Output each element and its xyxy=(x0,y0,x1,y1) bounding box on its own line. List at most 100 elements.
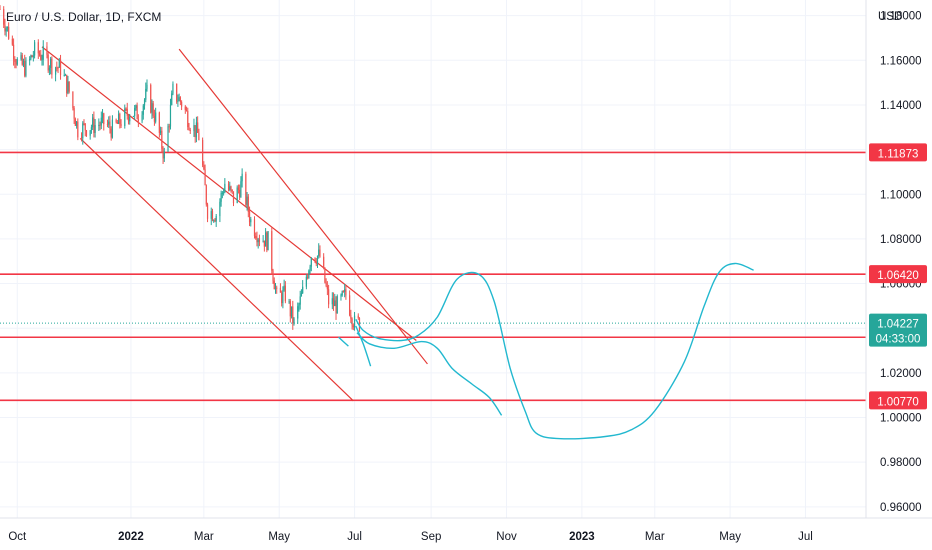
candle-body xyxy=(188,127,190,130)
candle-body xyxy=(279,287,282,293)
candle-body xyxy=(299,296,301,305)
candle-body xyxy=(248,211,251,223)
candlestick-series xyxy=(0,5,361,332)
candle-body xyxy=(307,276,309,278)
candle-body xyxy=(189,129,191,132)
candle-body xyxy=(83,123,85,125)
candle-body xyxy=(37,42,39,54)
projection-curve[interactable] xyxy=(355,262,754,440)
candle-body xyxy=(245,173,247,205)
candle-body xyxy=(288,301,290,303)
candle-body xyxy=(308,270,310,278)
candle-body xyxy=(15,61,17,65)
x-tick-label: Jul xyxy=(347,531,362,543)
candle-body xyxy=(241,173,243,182)
candle-body xyxy=(47,54,49,71)
projection-curve[interactable] xyxy=(356,332,503,416)
candle-body xyxy=(334,300,336,307)
candle-body xyxy=(116,122,118,124)
candle-body xyxy=(101,113,104,118)
candle-body xyxy=(46,46,48,55)
candle-body xyxy=(227,183,230,190)
candle-body xyxy=(336,296,338,314)
candle-body xyxy=(240,181,242,198)
y-tick-label: 0.98000 xyxy=(880,457,922,469)
candle-body xyxy=(142,105,144,115)
candle-body xyxy=(315,261,317,264)
candle-body xyxy=(73,108,75,119)
candle-body xyxy=(213,220,215,222)
candle-body xyxy=(94,125,96,133)
channel-line[interactable] xyxy=(41,46,417,341)
candle-body xyxy=(77,121,79,138)
candle-body xyxy=(219,201,221,217)
projection-curve[interactable] xyxy=(355,325,372,367)
candle-body xyxy=(22,61,25,65)
candle-body xyxy=(358,317,361,331)
candle-body xyxy=(31,55,33,58)
candle-body xyxy=(289,301,291,317)
trend-channel[interactable] xyxy=(41,46,428,402)
horizontal-levels[interactable] xyxy=(0,151,866,402)
y-tick-label: 1.08000 xyxy=(880,234,922,246)
candle-body xyxy=(335,300,337,314)
candle-body xyxy=(325,282,327,286)
chart-title: Euro / U.S. Dollar, 1D, FXCM xyxy=(6,10,161,24)
candle-body xyxy=(93,117,95,133)
candle-body xyxy=(125,108,127,110)
candle-body xyxy=(292,306,294,324)
candle-body xyxy=(84,123,86,131)
candle-body xyxy=(345,289,347,296)
candle-body xyxy=(323,256,325,268)
candle-body xyxy=(115,119,117,123)
candle-body xyxy=(163,151,165,159)
price-badges: 1.118731.064201.035951.007701.0422704:33… xyxy=(869,143,927,410)
candle-body xyxy=(4,24,6,32)
projection-curves[interactable] xyxy=(338,262,754,440)
candle-body xyxy=(236,187,238,204)
candle-body xyxy=(41,59,43,61)
candle-body xyxy=(92,117,94,128)
candle-body xyxy=(319,249,321,257)
candle-body xyxy=(54,67,57,75)
candle-body xyxy=(21,55,23,65)
candle-body xyxy=(146,84,148,89)
candle-body xyxy=(24,61,26,76)
candle-body xyxy=(108,121,110,125)
candle-body xyxy=(8,26,10,39)
candle-body xyxy=(129,116,131,122)
channel-line[interactable] xyxy=(79,137,354,402)
candle-body xyxy=(232,191,235,204)
candle-body xyxy=(100,117,102,126)
x-tick-label: May xyxy=(719,531,741,543)
candle-body xyxy=(332,298,335,307)
candle-body xyxy=(169,104,172,127)
candle-body xyxy=(66,74,68,94)
candle-body xyxy=(276,287,278,289)
candle-body xyxy=(33,42,36,56)
x-tick-label: Oct xyxy=(8,531,27,543)
candle-body xyxy=(214,220,216,222)
channel-line[interactable] xyxy=(178,48,428,365)
candle-body xyxy=(178,97,180,102)
time-axis[interactable]: Oct 2022 Mar May Jul Sep Nov 2023 Mar May Jul xyxy=(8,531,812,543)
candle-body xyxy=(328,289,330,305)
candle-body xyxy=(246,196,248,205)
candle-body xyxy=(300,293,303,297)
candle-body xyxy=(134,108,136,116)
candle-body xyxy=(283,285,285,291)
candle-body xyxy=(198,132,200,141)
level-price-badge: 1.06420 xyxy=(869,265,927,284)
candle-body xyxy=(171,93,173,105)
candle-body xyxy=(197,122,199,133)
candle-body xyxy=(305,276,307,287)
candle-body xyxy=(357,315,359,318)
candle-body xyxy=(239,189,241,198)
candle-body xyxy=(126,108,128,116)
candle-body xyxy=(16,59,18,65)
candle-body xyxy=(143,99,146,106)
candle-body xyxy=(5,28,7,32)
candle-body xyxy=(99,124,101,126)
projection-curve[interactable] xyxy=(338,336,349,347)
